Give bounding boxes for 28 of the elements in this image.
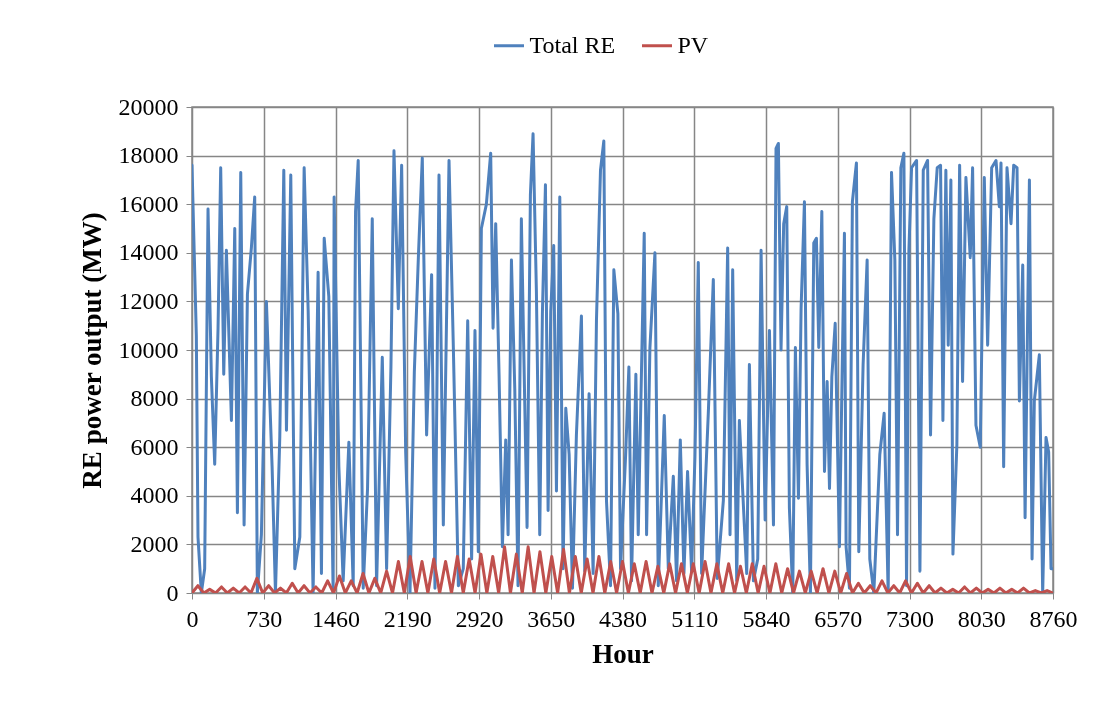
y-tick-label: 12000 [118,287,179,314]
x-axis-title: Hour [592,638,654,669]
y-tick-label: 10000 [118,336,179,363]
y-axis-title: RE power output (MW) [76,212,107,489]
x-tick-label: 6570 [814,605,863,632]
x-tick-label: 8760 [1029,605,1078,632]
x-tick-label: 8030 [957,605,1006,632]
legend-label: Total RE [529,31,616,58]
x-tick-label: 0 [186,605,199,632]
x-tick-label: 730 [246,605,283,632]
y-tick-label: 2000 [130,530,179,557]
x-tick-label: 4380 [599,605,647,632]
y-tick-label: 6000 [130,433,179,460]
x-tick-label: 7300 [886,605,934,632]
x-tick-label: 3650 [527,605,576,632]
y-tick-label: 0 [166,579,179,606]
y-tick-label: 16000 [118,190,179,217]
x-tick-label: 5840 [742,605,791,632]
y-tick-label: 14000 [118,239,179,266]
legend-label: PV [677,31,709,58]
y-tick-label: 18000 [118,142,179,169]
x-tick-label: 2920 [455,605,504,632]
x-tick-label: 1460 [312,605,360,632]
y-tick-label: 8000 [130,385,179,412]
y-tick-label: 4000 [130,482,179,509]
x-tick-label: 2190 [383,605,432,632]
x-tick-label: 5110 [671,605,719,632]
y-tick-label: 20000 [118,93,179,120]
